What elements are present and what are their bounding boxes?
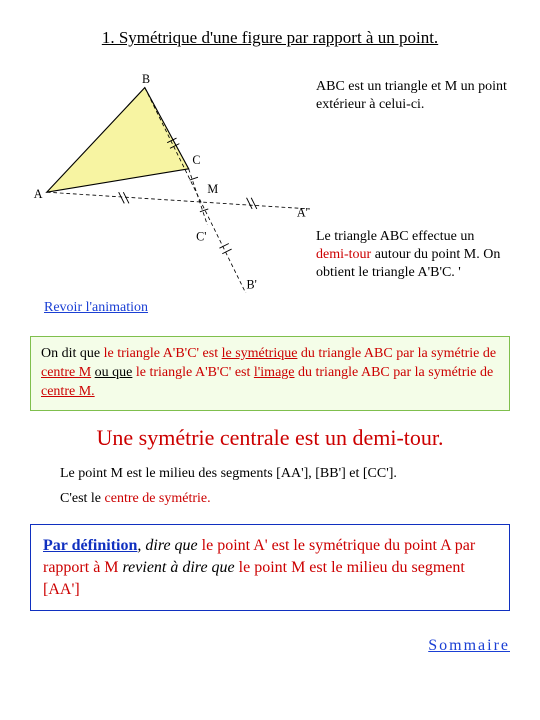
def-term: Par définition [43,537,137,554]
caption-top: ABC est un triangle et M un point extéri… [316,78,510,113]
label-cp: C' [196,230,206,244]
caption-side-t1: Le triangle ABC effectue un [316,229,474,244]
label-bp: B' [247,277,257,291]
midpoint-line: Le point M est le milieu des segments [A… [60,465,510,484]
label-a: A [34,187,43,201]
gb-u5: centre M. [41,384,95,399]
diagram-row: A B C M A' C' B' ABC est un triangle et … [30,68,510,298]
center-red: centre de symétrie. [105,491,211,506]
center-t1: C'est le [60,491,105,506]
gb-u4: l'image [254,365,295,380]
geometry-diagram: A B C M A' C' B' [30,68,310,298]
ticks-ccp [190,177,209,212]
explanation-block: Le point M est le milieu des segments [A… [60,465,510,509]
main-statement: Une symétrie centrale est un demi-tour. [30,425,510,451]
bb-t1: , dire que [137,537,197,554]
label-m: M [207,182,218,196]
sommaire-wrapper: Sommaire [30,637,510,655]
gb-t1: On dit que [41,346,100,361]
label-ap: A' [297,205,308,219]
demitour-term: demi-tour [316,247,371,262]
label-c: C [192,153,200,167]
captions-column: ABC est un triangle et M un point extéri… [316,68,510,283]
gb-t6: du triangle ABC par la symétrie de [295,365,494,380]
definition-box-green: On dit que le triangle A'B'C' est le sym… [30,336,510,411]
gb-t2: le triangle A'B'C' est [100,346,222,361]
page-title: 1. Symétrique d'une figure par rapport à… [30,28,510,48]
caption-side: Le triangle ABC effectue un demi-tour au… [316,228,510,283]
sommaire-link[interactable]: Sommaire [428,637,510,654]
line-aap [47,192,310,209]
triangle-abc [47,88,189,193]
ticks-aap [119,192,257,209]
gb-u1: le symétrique [222,346,298,361]
gb-t3: du triangle ABC par la symétrie de [297,346,496,361]
gb-u3: ou que [95,365,133,380]
label-b: B [142,72,150,86]
bb-t2: revient à dire que [119,559,235,576]
definition-box-blue: Par définition, dire que le point A' est… [30,524,510,611]
gb-t5: le triangle A'B'C' est [132,365,254,380]
center-line: C'est le centre de symétrie. [60,490,510,509]
gb-u2: centre M [41,365,91,380]
replay-animation-link[interactable]: Revoir l'animation [44,300,148,316]
